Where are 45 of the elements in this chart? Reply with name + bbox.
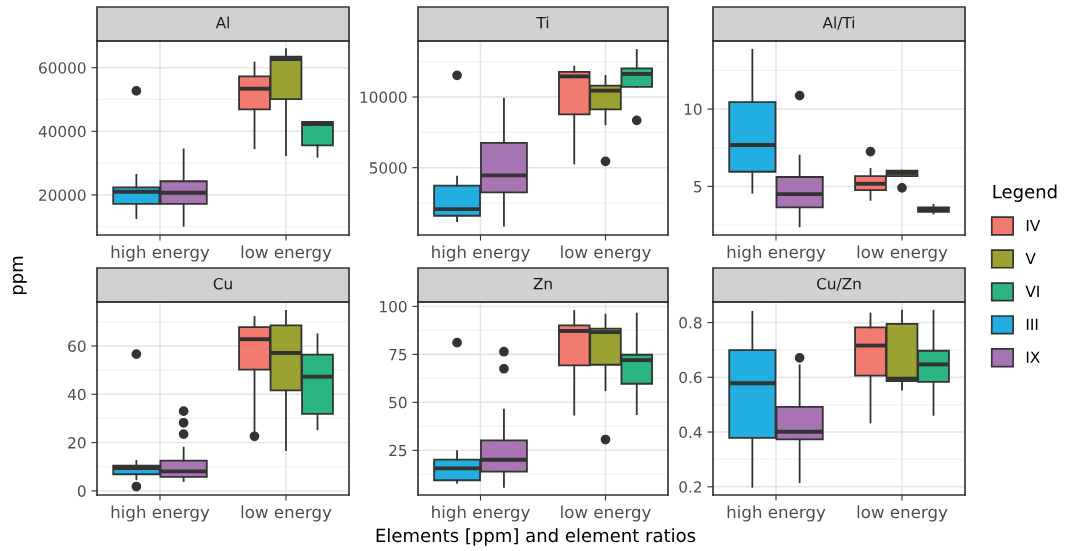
x-tick-label: high energy [432, 505, 530, 522]
legend-label: VI [1025, 285, 1039, 297]
y-tick-label: 40000 [38, 125, 86, 138]
legend-label: III [1026, 318, 1038, 330]
y-tick-label: 0.4 [679, 426, 702, 439]
y-tick-label: 0 [77, 485, 86, 497]
x-tick-label: low energy [241, 245, 332, 262]
x-axis-title: Elements [ppm] and element ratios [376, 528, 696, 546]
y-tick-label: 0.6 [679, 371, 702, 384]
legend-label: IX [1026, 351, 1040, 363]
chart-title: Al [215, 16, 229, 29]
y-tick-label: 5 [694, 181, 702, 193]
y-tick-label: 10000 [360, 91, 407, 104]
y-tick-label: 20000 [39, 189, 86, 201]
y-tick-label: 50 [389, 396, 407, 409]
y-tick-label: 60 [68, 340, 86, 352]
legend-title: Legend [993, 184, 1057, 202]
y-tick-label: 100 [380, 300, 407, 313]
x-tick-label: high energy [111, 245, 210, 262]
y-tick-label: 5000 [369, 162, 407, 174]
chart-title: Al/Ti [822, 16, 855, 30]
y-tick-label: 10 [684, 103, 702, 116]
x-tick-label: high energy [727, 505, 826, 522]
y-tick-label: 40 [67, 388, 86, 401]
x-tick-label: high energy [432, 245, 530, 262]
x-tick-label: high energy [111, 505, 210, 522]
legend-label: V [1025, 252, 1036, 265]
x-tick-label: low energy [857, 505, 948, 522]
chart-title: Ti [536, 16, 549, 29]
chart-title: Zn [533, 278, 552, 290]
chart-title: Cu/Zn [817, 277, 861, 291]
y-tick-label: 60000 [39, 62, 86, 74]
legend-label: IV [1026, 219, 1041, 232]
x-tick-label: low energy [561, 505, 651, 522]
x-tick-label: high energy [727, 245, 826, 262]
x-tick-label: low energy [857, 245, 948, 262]
x-tick-label: low energy [241, 505, 332, 522]
y-tick-label: 25 [389, 444, 407, 457]
y-tick-label: 0.2 [679, 481, 702, 493]
y-tick-label: 75 [389, 349, 407, 361]
y-tick-label: 20 [68, 437, 86, 449]
chart-title: Cu [213, 277, 232, 290]
y-axis-title: ppm [12, 256, 27, 295]
x-tick-label: low energy [561, 245, 651, 262]
y-tick-label: 0.8 [679, 317, 702, 329]
